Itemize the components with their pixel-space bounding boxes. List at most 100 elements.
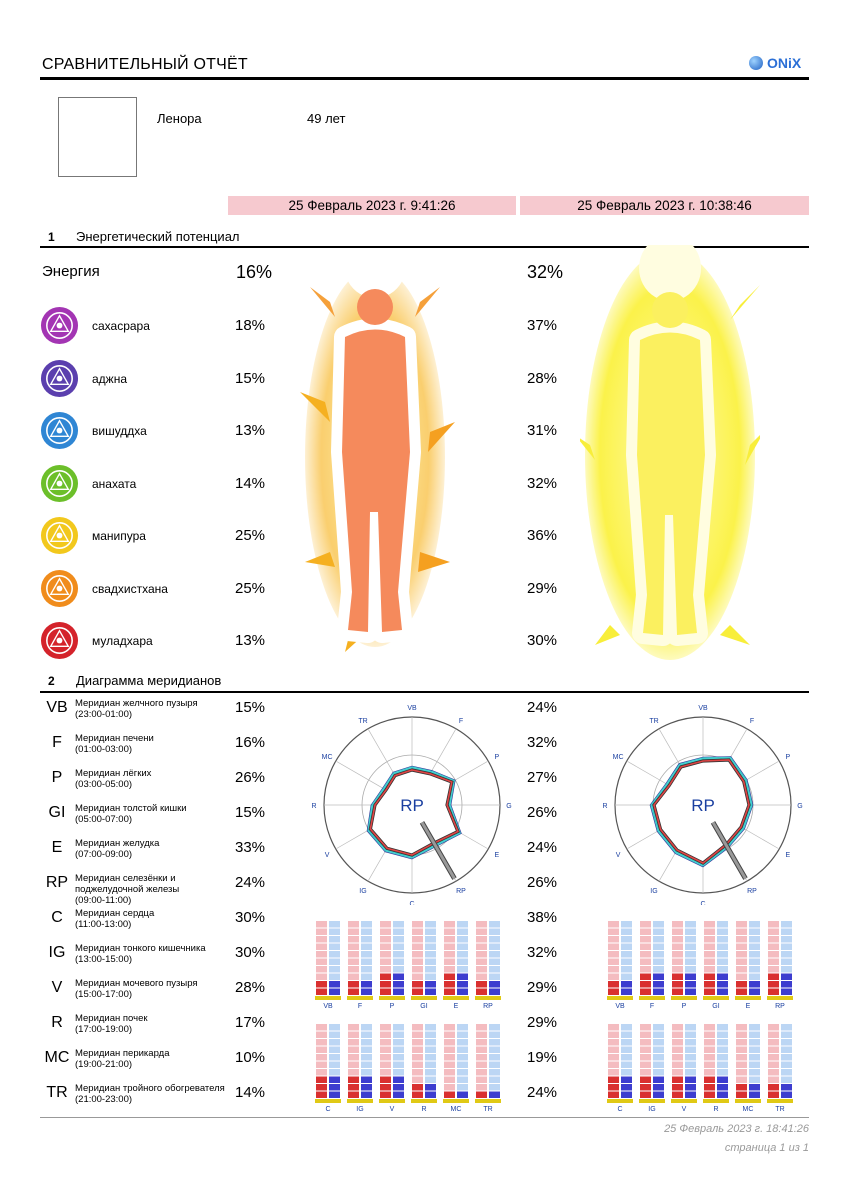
bar-segment <box>749 958 760 965</box>
bar-segment <box>329 966 340 973</box>
bar-fill <box>768 988 779 995</box>
bar-segment <box>361 966 372 973</box>
meridian-time: (19:00-21:00) <box>75 1059 133 1070</box>
meridian-value-2: 26% <box>527 874 558 891</box>
bar-segment <box>685 1061 696 1068</box>
bar-segment <box>685 951 696 958</box>
bar-segment <box>736 1039 747 1046</box>
bar-segment <box>749 1069 760 1076</box>
meridian-code: P <box>51 769 63 786</box>
meridian-name-block: Меридиан почек (17:00-19:00) <box>75 1013 225 1035</box>
bar-fill <box>348 981 359 988</box>
bar-segment <box>717 958 728 965</box>
bar-segment <box>425 936 436 943</box>
bar-base <box>379 1099 405 1103</box>
bar-segment <box>457 958 468 965</box>
radar-axis-label: VB <box>698 705 708 712</box>
bar-segment <box>361 958 372 965</box>
bar-fill <box>704 973 715 980</box>
radar-axis-label: IG <box>650 888 657 895</box>
bar-segment <box>640 936 651 943</box>
bar-base <box>443 1099 469 1103</box>
bar-segment <box>444 966 455 973</box>
aura-figure-2 <box>580 245 760 660</box>
bar-base <box>607 1099 633 1103</box>
bar-segment <box>425 1046 436 1053</box>
bar-segment <box>457 943 468 950</box>
bar-label: MC <box>451 1106 462 1113</box>
bar-segment <box>476 973 487 980</box>
bar-segment <box>736 966 747 973</box>
meridian-code: R <box>51 1014 63 1031</box>
meridian-code: C <box>51 909 63 926</box>
bar-fill <box>476 1091 487 1098</box>
bar-segment <box>672 1024 683 1031</box>
bar-fill <box>749 981 760 988</box>
bar-segment <box>749 1039 760 1046</box>
bar-fill <box>717 988 728 995</box>
bar-segment <box>640 928 651 935</box>
bar-segment <box>653 966 664 973</box>
radar-axis-label: C <box>700 901 705 905</box>
radar-axis-label: V <box>325 852 330 859</box>
bar-segment <box>476 1084 487 1091</box>
bar-segment <box>781 936 792 943</box>
meridian-code: V <box>51 979 63 996</box>
bar-segment <box>640 958 651 965</box>
bar-segment <box>393 928 404 935</box>
bar-label: P <box>682 1003 687 1010</box>
bar-segment <box>768 1054 779 1061</box>
bar-segment <box>685 958 696 965</box>
meridian-value-2: 29% <box>527 979 558 996</box>
bar-segment <box>608 928 619 935</box>
section-rule <box>40 691 809 693</box>
bar-segment <box>717 936 728 943</box>
bar-segment <box>768 936 779 943</box>
meridian-code: TR <box>46 1084 68 1101</box>
bar-segment <box>380 1039 391 1046</box>
chakra-value-2: 31% <box>527 422 558 439</box>
bar-segment <box>685 1054 696 1061</box>
bar-fill <box>672 973 683 980</box>
bar-label: R <box>421 1106 426 1113</box>
bar-fill <box>736 988 747 995</box>
bar-fill <box>444 1091 455 1098</box>
bar-segment <box>316 958 327 965</box>
meridian-value-2: 19% <box>527 1049 558 1066</box>
bar-segment <box>704 943 715 950</box>
bar-segment <box>476 928 487 935</box>
bar-fill <box>348 1091 359 1098</box>
chakra-value-2: 30% <box>527 632 558 649</box>
bar-segment <box>640 1069 651 1076</box>
bar-segment <box>476 1046 487 1053</box>
bar-segment <box>736 973 747 980</box>
bar-segment <box>749 973 760 980</box>
bar-fill <box>425 988 436 995</box>
bar-label: V <box>682 1106 687 1113</box>
bar-segment <box>489 951 500 958</box>
bar-fill <box>704 1084 715 1091</box>
bar-segment <box>621 921 632 928</box>
meridian-name-block: Меридиан мочевого пузыря (15:00-17:00) <box>75 978 225 1000</box>
bar-segment <box>768 1024 779 1031</box>
chakra-label: анахата <box>92 476 137 491</box>
bar-fill <box>736 1084 747 1091</box>
bar-fill <box>704 1091 715 1098</box>
bar-segment <box>653 936 664 943</box>
bar-label: E <box>454 1003 459 1010</box>
bar-base <box>411 996 437 1000</box>
bar-fill <box>457 988 468 995</box>
bar-segment <box>621 943 632 950</box>
bar-segment <box>672 1039 683 1046</box>
radar-pointer-inner <box>420 821 456 880</box>
bar-fill <box>608 981 619 988</box>
bar-segment <box>621 1046 632 1053</box>
bar-segment <box>476 1061 487 1068</box>
energy-value-1: 16% <box>236 262 273 282</box>
bar-segment <box>476 921 487 928</box>
bar-segment <box>685 936 696 943</box>
radar-axis-label: E <box>786 852 791 859</box>
bar-segment <box>781 921 792 928</box>
bar-segment <box>348 1046 359 1053</box>
bar-label: IG <box>648 1106 655 1113</box>
